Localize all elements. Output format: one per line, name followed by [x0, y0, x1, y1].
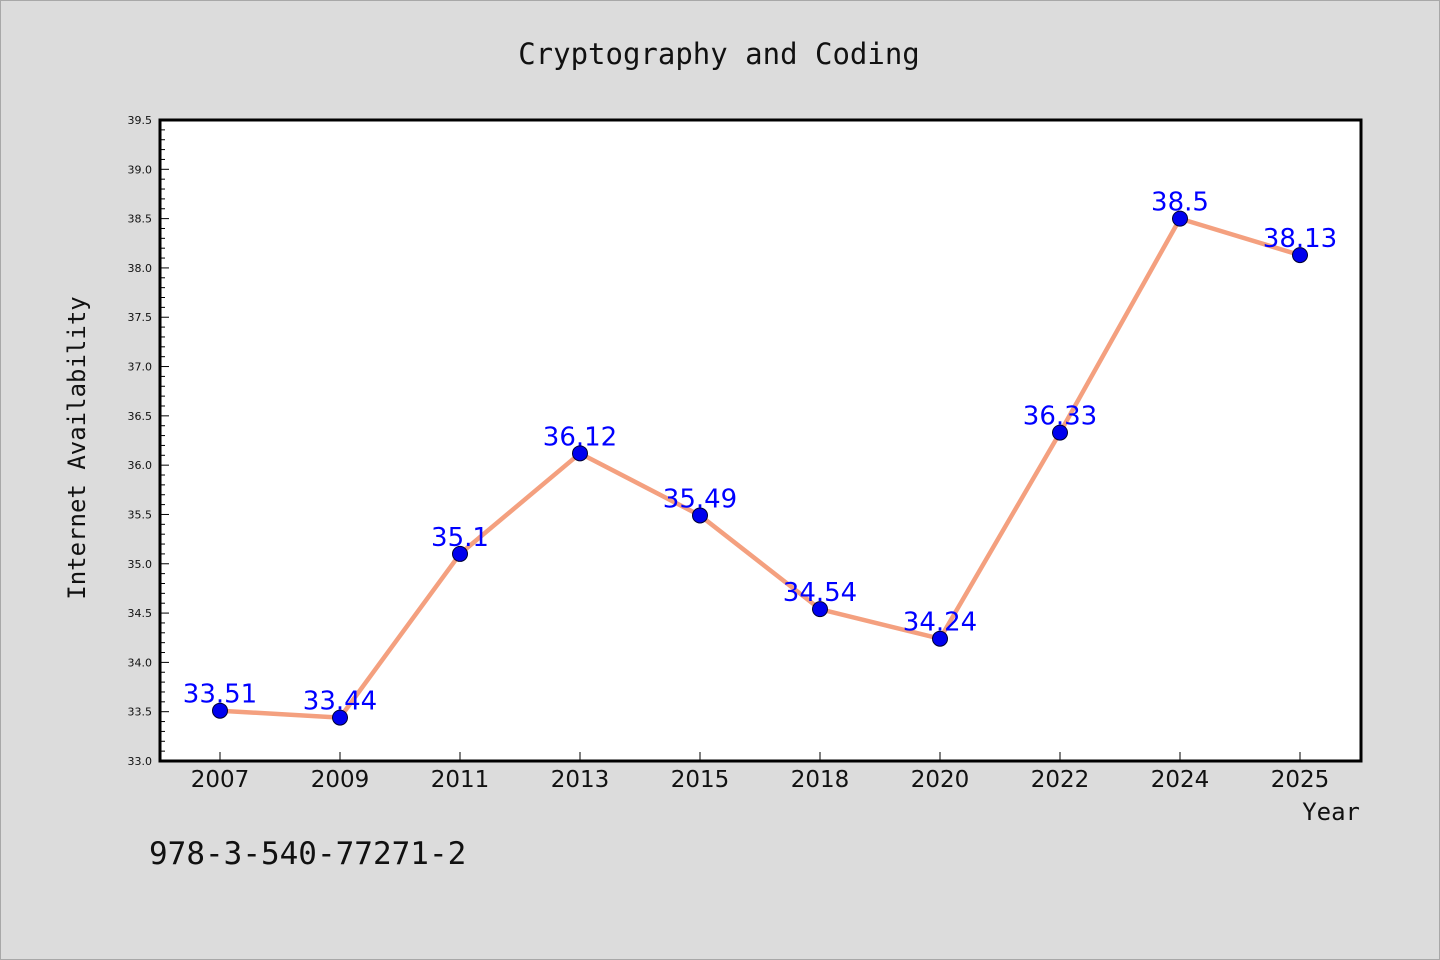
isbn-footer: 978-3-540-77271-2	[149, 836, 466, 872]
y-tick-label: 37.5	[128, 311, 153, 324]
data-point	[692, 507, 708, 524]
x-tick-label: 2009	[311, 767, 370, 793]
x-tick-label: 2018	[791, 767, 850, 793]
x-tick-label: 2022	[1031, 767, 1090, 793]
y-tick-label: 35.0	[128, 558, 153, 571]
y-tick-label: 34.0	[128, 656, 153, 669]
y-tick-label: 33.5	[128, 706, 153, 719]
data-point	[452, 545, 468, 562]
x-tick-label: 2011	[431, 767, 490, 793]
data-point	[1052, 424, 1068, 441]
y-tick-label: 35.5	[128, 508, 153, 521]
x-axis: 2007 2009 2011 2013 2015 2018 2020 2022 2024 2025	[191, 752, 1330, 793]
series-line-group	[217, 216, 1303, 720]
data-label: 38.5	[1151, 188, 1209, 218]
y-axis-label: Internet Availability	[63, 296, 91, 599]
y-tick-label: 36.5	[128, 410, 153, 423]
y-tick-label: 34.5	[128, 607, 153, 620]
data-label: 38.13	[1263, 224, 1337, 254]
data-label: 35.1	[431, 523, 489, 553]
data-labels-group: 33.51 33.44 35.1 36.12 35.49 34.54 34.24 36.33 3…	[183, 188, 1337, 717]
markers-group	[212, 210, 1308, 726]
x-tick-label: 2024	[1151, 767, 1210, 793]
y-tick-label: 33.0	[128, 755, 153, 768]
y-tick-label: 36.0	[128, 459, 153, 472]
data-point	[212, 702, 228, 719]
y-tick-label: 38.0	[128, 262, 153, 275]
data-point	[932, 630, 948, 647]
y-tick-label: 38.5	[128, 213, 153, 226]
data-point	[1292, 247, 1308, 264]
series-line	[217, 216, 1303, 720]
x-tick-label: 2025	[1271, 767, 1330, 793]
data-point	[332, 709, 348, 726]
data-label: 36.33	[1023, 402, 1097, 432]
y-tick-label: 39.0	[128, 163, 153, 176]
plot-frame	[158, 118, 1363, 763]
x-axis-label: Year	[1302, 798, 1360, 826]
data-label: 33.51	[183, 680, 257, 710]
x-tick-label: 2015	[671, 767, 730, 793]
data-label: 35.49	[663, 484, 737, 514]
x-tick-label: 2007	[191, 767, 250, 793]
data-label: 36.12	[543, 422, 617, 452]
y-tick-label: 39.5	[128, 114, 153, 127]
x-tick-label: 2013	[551, 767, 610, 793]
y-tick-label: 37.0	[128, 361, 153, 374]
data-point	[572, 445, 588, 462]
data-point	[1172, 210, 1188, 227]
chart-title: Cryptography and Coding	[518, 37, 920, 71]
x-tick-label: 2020	[911, 767, 970, 793]
data-point	[812, 601, 828, 618]
plot-area	[160, 120, 1361, 761]
data-label: 34.54	[783, 578, 857, 608]
data-label: 34.24	[903, 608, 977, 638]
data-label: 33.44	[303, 687, 377, 717]
